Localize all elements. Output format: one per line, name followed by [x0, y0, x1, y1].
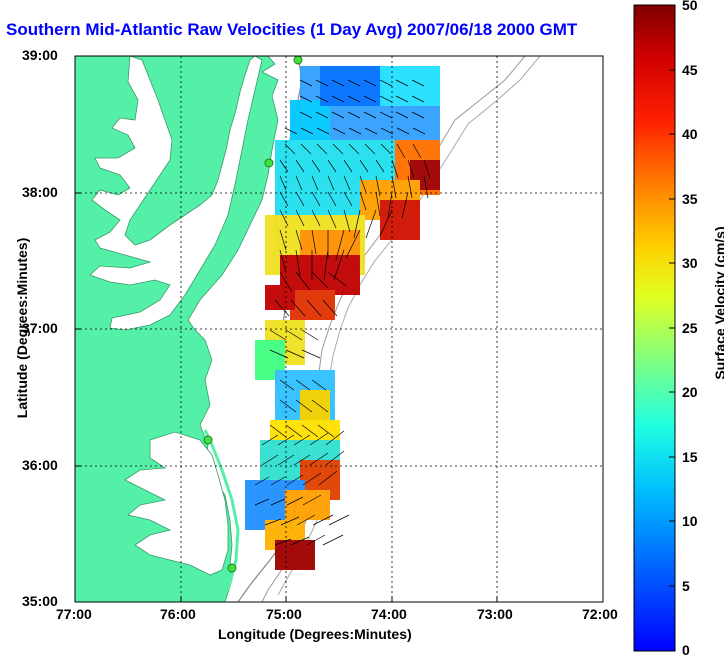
x-tick-label: 76:00	[160, 606, 196, 622]
y-tick-label: 37:00	[22, 320, 58, 336]
x-tick-label: 74:00	[371, 606, 407, 622]
station-marker	[264, 158, 274, 168]
station-marker	[293, 56, 303, 65]
colorbar-tick-label: 35	[682, 191, 698, 207]
colorbar-tick-label: 40	[682, 126, 698, 142]
x-tick-label: 75:00	[266, 606, 302, 622]
grid-lines	[75, 56, 603, 602]
x-tick-label: 72:00	[582, 606, 618, 622]
y-tick-label: 38:00	[22, 184, 58, 200]
x-tick-label: 77:00	[56, 606, 92, 622]
colorbar-tick-label: 5	[682, 578, 690, 594]
colorbar	[633, 4, 676, 652]
colorbar-tick-label: 30	[682, 255, 698, 271]
x-tick-label: 73:00	[477, 606, 513, 622]
station-marker	[203, 435, 213, 445]
axis-ticks	[75, 192, 498, 602]
colorbar-ticks	[669, 69, 675, 587]
colorbar-tick-label: 20	[682, 384, 698, 400]
y-axis-label: Latitude (Degrees:Minutes)	[14, 237, 30, 419]
station-marker	[227, 563, 237, 573]
pamlico-sound	[124, 431, 229, 576]
chesapeake-bay	[89, 56, 263, 331]
colorbar-label: Surface Velocity (cm/s)	[712, 226, 724, 380]
y-tick-label: 39:00	[22, 47, 58, 63]
y-tick-label: 36:00	[22, 457, 58, 473]
colorbar-tick-label: 45	[682, 62, 698, 78]
colorbar-tick-label: 10	[682, 513, 698, 529]
colorbar-tick-label: 50	[682, 0, 698, 13]
velocity-vectors	[254, 79, 431, 546]
y-tick-label: 35:00	[22, 593, 58, 609]
outer-banks	[203, 429, 240, 591]
x-axis-label: Longitude (Degrees:Minutes)	[218, 626, 412, 642]
colorbar-tick-label: 15	[682, 449, 698, 465]
colorbar-tick-label: 0	[682, 642, 690, 658]
map-title: Southern Mid-Atlantic Raw Velocities (1 …	[6, 20, 578, 39]
colorbar-tick-label: 25	[682, 320, 698, 336]
